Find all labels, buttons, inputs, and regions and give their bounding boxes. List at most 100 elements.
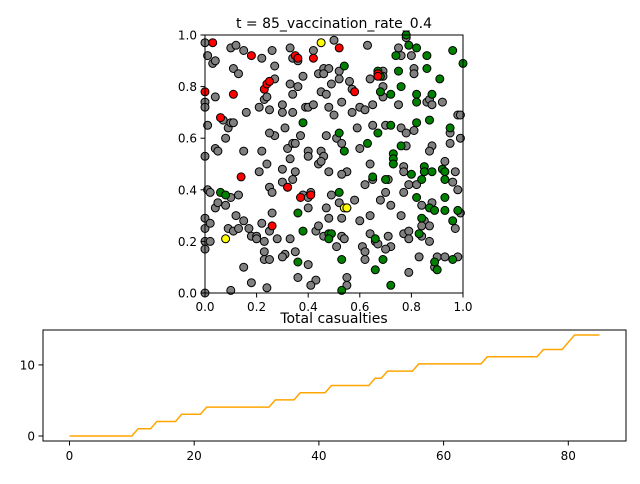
scatter-point-gray	[213, 198, 223, 208]
scatter-point-gray	[257, 146, 267, 156]
scatter-point-gray	[437, 97, 447, 107]
scatter-point-green	[440, 205, 450, 215]
scatter-point-yellow	[316, 38, 326, 48]
scatter-point-red	[283, 182, 293, 192]
scatter-point-green	[324, 234, 334, 244]
scatter-point-gray	[293, 273, 303, 282]
scatter-point-gray	[363, 40, 372, 50]
scatter-point-gray	[404, 234, 414, 244]
scatter-point-gray	[394, 100, 403, 110]
scatter-point-red	[228, 89, 238, 99]
scatter-point-gray	[455, 133, 465, 143]
scatter-x-tick: 0.8	[402, 293, 421, 314]
scatter-point-gray	[308, 100, 318, 110]
scatter-point-red	[236, 172, 246, 182]
scatter-point-gray	[455, 110, 465, 120]
scatter-point-gray	[265, 255, 274, 264]
scatter-x-tick-label: 0.6	[350, 300, 369, 314]
scatter-point-red	[265, 76, 274, 86]
scatter-point-green	[430, 205, 440, 215]
scatter-point-gray	[404, 226, 414, 236]
scatter-point-gray	[205, 218, 215, 228]
scatter-point-gray	[329, 35, 339, 45]
scatter-point-gray	[399, 187, 409, 197]
scatter-x-tick-label: 0.0	[195, 300, 214, 314]
scatter-point-gray	[285, 79, 295, 89]
casualties-x-tick-label: 80	[561, 449, 576, 463]
scatter-point-gray	[368, 100, 378, 110]
scatter-point-gray	[303, 203, 313, 213]
scatter-point-gray	[210, 56, 220, 66]
scatter-point-gray	[339, 234, 349, 244]
scatter-point-gray	[450, 224, 460, 233]
scatter-x-tick-label: 0.2	[247, 300, 266, 314]
scatter-point-green	[425, 115, 434, 125]
scatter-point-gray	[239, 216, 249, 226]
scatter-point-gray	[337, 169, 347, 179]
scatter-point-gray	[293, 82, 303, 92]
scatter-point-gray	[381, 244, 391, 254]
scatter-point-green	[370, 265, 380, 275]
scatter-point-gray	[262, 92, 272, 102]
scatter-point-green	[388, 159, 398, 169]
scatter-point-gray	[355, 216, 365, 226]
scatter-point-gray	[265, 105, 274, 115]
scatter-point-gray	[272, 234, 282, 244]
casualties-y-tick: 10	[20, 358, 43, 372]
scatter-point-gray	[445, 138, 455, 148]
scatter-point-gray	[221, 133, 231, 143]
scatter-point-green	[427, 167, 437, 177]
scatter-y-tick-label: 1.0	[178, 29, 197, 43]
scatter-point-red	[267, 221, 277, 231]
scatter-point-gray	[259, 236, 269, 246]
scatter-point-green	[396, 82, 406, 92]
scatter-point-gray	[440, 252, 450, 262]
scatter-point-gray	[288, 175, 298, 184]
scatter-point-gray	[314, 221, 323, 231]
scatter-point-gray	[285, 154, 295, 164]
scatter-y-tick-label: 0.4	[178, 183, 197, 197]
casualties-x-tick: 20	[187, 441, 202, 463]
scatter-point-gray	[290, 138, 300, 148]
scatter-point-gray	[355, 144, 365, 153]
scatter-point-gray	[239, 262, 249, 272]
scatter-y-tick-label: 0.0	[178, 287, 197, 301]
scatter-point-green	[412, 118, 422, 128]
casualties-x-tick-label: 0	[66, 449, 74, 463]
scatter-point-gray	[352, 123, 362, 133]
scatter-point-red	[350, 87, 360, 97]
scatter-point-gray	[321, 131, 331, 141]
scatter-point-gray	[231, 211, 241, 221]
scatter-point-gray	[427, 100, 437, 110]
scatter-point-green	[337, 255, 347, 264]
scatter-point-gray	[290, 167, 300, 177]
scatter-point-green	[412, 193, 422, 202]
scatter-y-tick-label: 0.6	[178, 132, 197, 146]
scatter-point-gray	[324, 102, 334, 112]
scatter-point-green	[386, 120, 396, 130]
scatter-points	[200, 30, 468, 298]
casualties-x-axis: 0 20 40 60 80	[66, 441, 576, 463]
scatter-point-gray	[326, 190, 336, 200]
scatter-point-gray	[205, 236, 215, 246]
casualties-chart: Total casualties 0 20 40 60 80 0 10	[20, 311, 627, 463]
scatter-point-green	[422, 64, 432, 73]
scatter-point-gray	[319, 69, 329, 79]
scatter-title: t = 85_vaccination_rate_0.4	[236, 16, 432, 32]
scatter-point-gray	[337, 97, 347, 107]
scatter-y-tick: 0.8	[178, 80, 205, 94]
scatter-point-gray	[450, 167, 460, 177]
scatter-point-gray	[277, 164, 287, 174]
scatter-point-gray	[425, 221, 434, 231]
scatter-y-tick: 0.4	[178, 183, 205, 197]
scatter-point-green	[386, 89, 396, 99]
scatter-point-green	[445, 123, 455, 133]
scatter-point-gray	[203, 51, 213, 61]
scatter-point-green	[417, 175, 427, 184]
scatter-point-gray	[265, 128, 274, 138]
scatter-point-green	[293, 208, 303, 218]
scatter-y-tick: 1.0	[178, 29, 205, 43]
scatter-point-gray	[277, 100, 287, 110]
scatter-point-green	[440, 193, 450, 202]
scatter-point-gray	[226, 285, 236, 295]
